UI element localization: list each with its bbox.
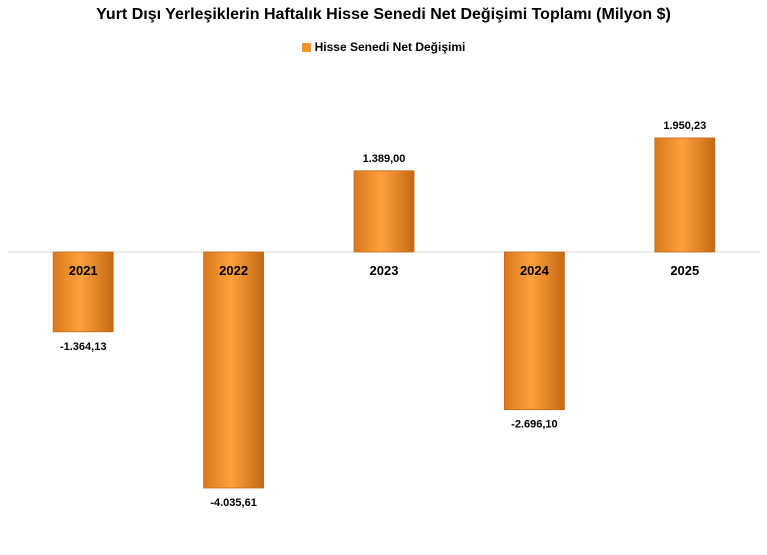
legend-label: Hisse Senedi Net Değişimi bbox=[314, 40, 466, 54]
bar-2024 bbox=[503, 251, 565, 411]
legend: Hisse Senedi Net Değişimi bbox=[0, 40, 767, 54]
bar-2021 bbox=[52, 251, 114, 333]
category-label-2021: 2021 bbox=[69, 263, 98, 278]
data-label-2021: -1.364,13 bbox=[60, 341, 106, 353]
category-label-2024: 2024 bbox=[520, 263, 550, 278]
legend-swatch bbox=[301, 43, 311, 52]
category-label-2023: 2023 bbox=[370, 263, 399, 278]
bar-2023 bbox=[353, 170, 415, 253]
category-label-2025: 2025 bbox=[670, 263, 699, 278]
data-label-2025: 1.950,23 bbox=[663, 120, 706, 132]
bar-2025 bbox=[654, 137, 716, 253]
data-label-2022: -4.035,61 bbox=[210, 497, 256, 509]
data-label-2024: -2.696,10 bbox=[511, 419, 557, 431]
category-label-2022: 2022 bbox=[219, 263, 248, 278]
data-label-2023: 1.389,00 bbox=[363, 153, 406, 165]
bar-2022 bbox=[203, 251, 265, 489]
chart-title: Yurt Dışı Yerleşiklerin Haftalık Hisse S… bbox=[96, 6, 671, 23]
